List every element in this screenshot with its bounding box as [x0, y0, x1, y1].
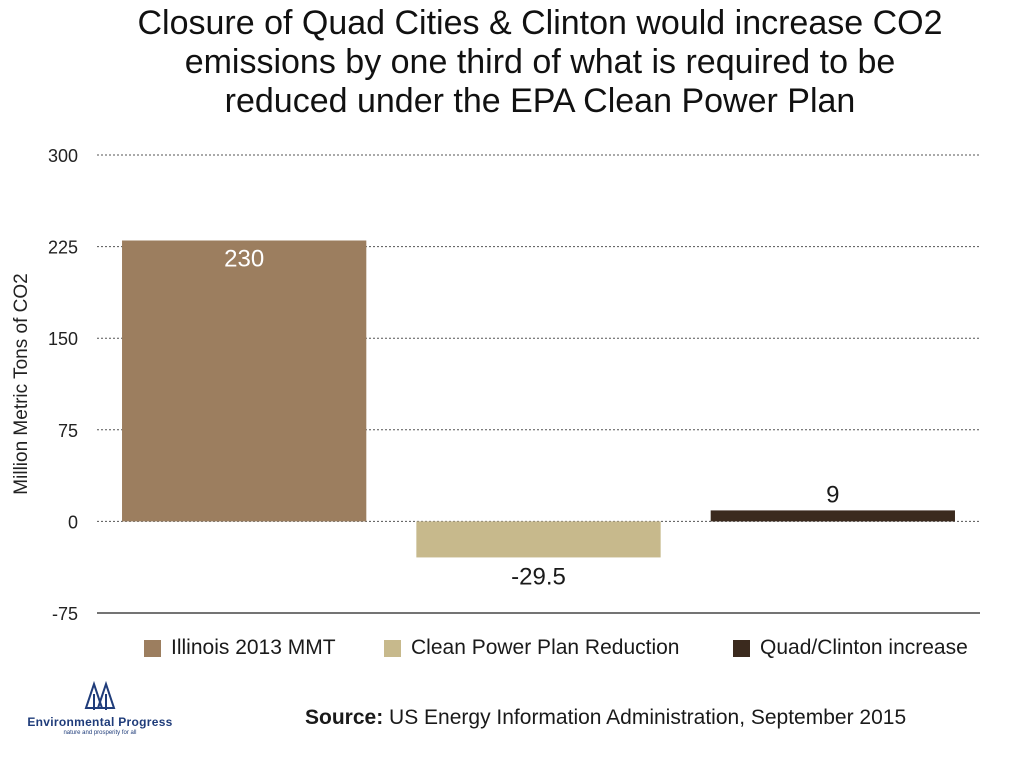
y-tick-label: 0	[68, 512, 78, 532]
legend-swatch	[384, 639, 401, 657]
legend-swatch	[733, 639, 750, 657]
y-tick-label: -75	[52, 604, 78, 624]
environmental-progress-logo: Environmental Progress nature and prospe…	[20, 680, 180, 750]
y-axis-label: Million Metric Tons of CO2	[11, 273, 32, 495]
bar	[710, 510, 955, 522]
logo-name: Environmental Progress	[27, 715, 173, 729]
source-text: US Energy Information Administration, Se…	[389, 706, 907, 729]
bar	[416, 521, 661, 558]
bar-value-label: 230	[224, 245, 264, 272]
legend-item-quad-clinton: Quad/Clinton increase	[733, 636, 968, 660]
chart-title: Closure of Quad Cities & Clinton would i…	[60, 4, 1020, 121]
legend-item-illinois: Illinois 2013 MMT	[144, 636, 336, 660]
bar	[122, 240, 367, 522]
title-line: reduced under the EPA Clean Power Plan	[224, 82, 856, 120]
legend-item-clean-power-plan: Clean Power Plan Reduction	[384, 636, 680, 660]
source-note: Source: US Energy Information Administra…	[305, 706, 906, 730]
y-tick-label: 300	[48, 146, 78, 166]
bar-value-label: 9	[826, 481, 839, 508]
legend-label: Quad/Clinton increase	[760, 636, 968, 659]
legend-swatch	[144, 639, 161, 657]
title-line: Closure of Quad Cities & Clinton would i…	[137, 4, 943, 42]
tree-icon	[84, 680, 116, 710]
y-tick-label: 75	[58, 421, 78, 441]
legend-label: Illinois 2013 MMT	[171, 636, 336, 659]
legend-label: Clean Power Plan Reduction	[411, 636, 680, 659]
source-label: Source:	[305, 706, 384, 729]
logo-tagline: nature and prosperity for all	[63, 730, 137, 736]
y-tick-label: 225	[48, 238, 78, 258]
y-tick-label: 150	[48, 329, 78, 349]
title-line: emissions by one third of what is requir…	[184, 43, 896, 81]
bar-value-label: -29.5	[511, 563, 566, 590]
